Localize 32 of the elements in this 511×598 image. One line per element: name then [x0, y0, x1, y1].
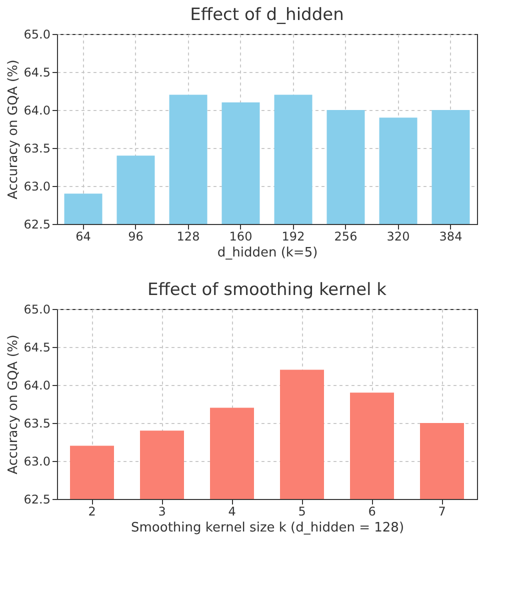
y-tick-label: 62.5 — [24, 218, 50, 232]
x-tick-label: 2 — [88, 504, 96, 518]
x-tick-label: 4 — [228, 504, 236, 518]
x-tick-label: 64 — [76, 230, 91, 244]
y-tick-label: 64.0 — [24, 104, 50, 118]
y-tick-label: 63.5 — [24, 142, 50, 156]
x-tick-label: 96 — [128, 230, 144, 244]
y-tick-label: 62.5 — [24, 492, 50, 506]
x-tick-label: 128 — [176, 230, 200, 244]
x-axis-title: d_hidden (k=5) — [217, 246, 318, 260]
chart-title: Effect of smoothing kernel k — [147, 280, 387, 300]
chart-title: Effect of d_hidden — [190, 5, 344, 25]
y-tick-label: 63.0 — [24, 454, 50, 468]
x-tick-label: 384 — [439, 230, 462, 244]
y-tick-label: 64.5 — [24, 66, 50, 80]
x-tick-label: 3 — [158, 504, 166, 518]
y-tick-label: 64.5 — [24, 340, 50, 354]
y-tick-label: 65.0 — [24, 302, 50, 316]
y-tick-label: 64.0 — [24, 378, 50, 392]
x-tick-label: 5 — [298, 504, 306, 518]
x-axis-title: Smoothing kernel size k (d_hidden = 128) — [130, 520, 404, 536]
x-tick-label: 192 — [282, 230, 305, 244]
y-tick-label: 63.0 — [24, 180, 50, 194]
x-tick-label: 6 — [368, 504, 376, 518]
y-tick-label: 65.0 — [24, 28, 50, 42]
x-tick-label: 320 — [386, 230, 410, 244]
x-tick-label: 7 — [438, 504, 446, 518]
x-tick-label: 160 — [229, 230, 252, 244]
y-axis-title: Accuracy on GQA (%) — [6, 60, 21, 200]
y-tick-label: 63.5 — [24, 416, 50, 430]
y-axis-title: Accuracy on GQA (%) — [6, 334, 21, 474]
x-tick-label: 256 — [334, 230, 358, 244]
